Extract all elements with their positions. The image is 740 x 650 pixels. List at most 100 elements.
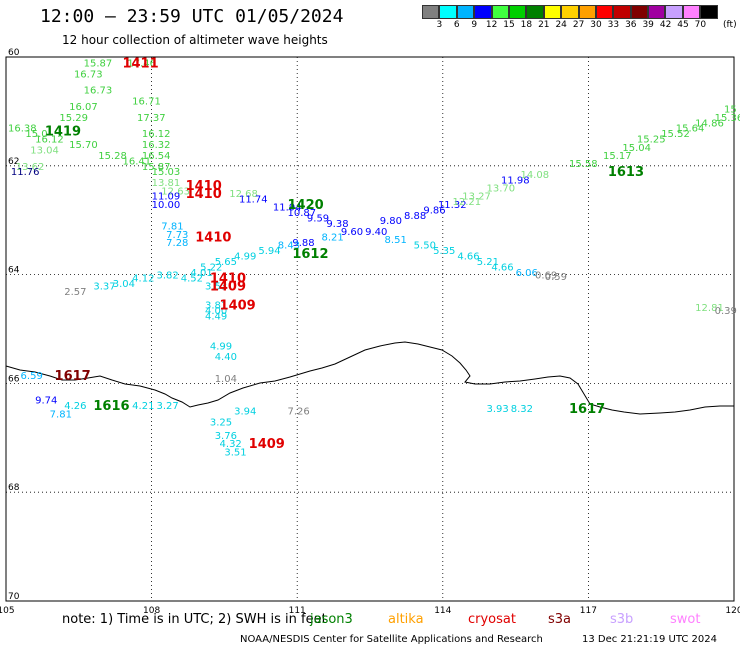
wave-height-value: 15.87 — [142, 162, 171, 173]
wave-height-value: 3.27 — [156, 401, 178, 412]
page-subtitle: 12 hour collection of altimeter wave hei… — [62, 33, 328, 47]
wave-height-value: 0.69 — [535, 271, 557, 282]
satellite-legend-item: swot — [670, 612, 701, 627]
legend-label: 15 — [503, 20, 515, 30]
satellite-legend-item: altika — [388, 612, 424, 627]
wave-height-value: 7.28 — [166, 238, 188, 249]
pass-time-label: 1409 — [249, 437, 285, 452]
wave-height-value: 17.46 — [127, 58, 156, 69]
legend-swatch — [561, 5, 579, 19]
wave-height-value: 8.51 — [385, 235, 407, 246]
wave-height-value: 3.81 — [205, 301, 227, 312]
legend-swatch — [543, 5, 562, 19]
wave-height-value: 10.87 — [287, 208, 316, 219]
wave-height-value: 15.03 — [152, 167, 181, 178]
wave-height-value: 15 — [724, 105, 737, 116]
wave-height-value: 0.59 — [545, 272, 567, 283]
lat-tick-label: 66 — [8, 374, 20, 384]
wave-height-value: 16.07 — [69, 102, 98, 113]
wave-height-value: 13.04 — [30, 145, 59, 156]
lat-lon-grid: 105 108 111 114 117 120 60 62 64 66 68 70 — [0, 48, 740, 616]
lon-tick-label: 120 — [725, 606, 740, 616]
wave-height-value: 5.21 — [477, 257, 499, 268]
legend-label: 9 — [471, 20, 478, 30]
wave-height-value: 15.28 — [98, 151, 127, 162]
wave-height-value: 12.21 — [453, 197, 482, 208]
wave-height-value: 16.71 — [132, 97, 161, 108]
wave-height-value: 11.74 — [239, 194, 268, 205]
legend-swatch — [700, 5, 718, 19]
wave-height-value: 9.86 — [423, 205, 445, 216]
legend-swatch — [526, 5, 544, 19]
lon-tick-label: 111 — [289, 606, 306, 616]
wave-height-value: 4.21 — [132, 401, 154, 412]
wave-height-value: 15.17 — [603, 151, 632, 162]
legend-label: 3 — [436, 20, 443, 30]
legend-label: 24 — [555, 20, 567, 30]
wave-height-value: 5.35 — [433, 246, 455, 257]
wave-height-value: 7.81 — [161, 222, 183, 233]
wave-height-value: 15.36 — [715, 113, 740, 124]
legend-unit: (ft) — [723, 20, 737, 30]
wave-height-value: 14.86 — [695, 118, 724, 129]
lat-tick-label: 62 — [8, 157, 19, 167]
wave-height-value: 13.70 — [486, 184, 515, 195]
satellite-legend-item: cryosat — [468, 612, 516, 627]
wave-height-value: 16.12 — [142, 129, 171, 140]
legend-swatch — [508, 5, 527, 19]
map-frame — [5, 56, 735, 602]
wave-height-value: 3.53 — [205, 281, 227, 292]
legend-label: 36 — [625, 20, 637, 30]
wave-height-value: 4.99 — [234, 252, 256, 263]
lat-tick-label: 70 — [8, 592, 20, 602]
wave-height-value: 9.40 — [365, 227, 387, 238]
legend-label: 70 — [694, 20, 707, 30]
wave-height-value: 15.0 — [25, 129, 47, 140]
wave-height-value: 15.70 — [69, 140, 98, 151]
legend-swatch — [474, 5, 492, 19]
wave-height-value: 7.73 — [166, 230, 188, 241]
lat-tick-label: 68 — [8, 483, 20, 493]
legend-swatch — [682, 5, 701, 19]
legend-swatch — [578, 5, 596, 19]
wave-height-value: 9.60 — [341, 227, 363, 238]
wave-height-value: 16.54 — [142, 151, 171, 162]
wave-height-value: 5.50 — [414, 241, 436, 252]
wave-height-value: 16.41 — [122, 156, 151, 167]
legend-swatch — [613, 5, 631, 19]
pass-time-label: 1613 — [608, 165, 644, 180]
legend-label: 18 — [520, 20, 533, 30]
legend-label: 30 — [590, 20, 602, 30]
wave-height-value: 7.81 — [50, 409, 72, 420]
credit-text: NOAA/NESDIS Center for Satellite Applica… — [240, 634, 543, 645]
legend-swatches — [422, 5, 718, 19]
wave-height-value: 13.62 — [16, 162, 45, 173]
coastline — [5, 341, 734, 415]
wave-height-value: 12.68 — [229, 189, 258, 200]
lon-tick-label: 114 — [434, 606, 451, 616]
pass-time-label: 1419 — [45, 124, 81, 139]
wave-height-value: 11.32 — [438, 200, 467, 211]
pass-time-label: 1409 — [210, 279, 246, 294]
legend-swatch — [595, 5, 614, 19]
wave-height-value: 11.09 — [152, 192, 181, 203]
legend-label: 33 — [607, 20, 620, 30]
wave-height-value: 12.63 — [161, 186, 190, 197]
pass-time-label: 1612 — [292, 247, 328, 262]
page-title: 12:00 — 23:59 UTC 01/05/2024 — [40, 6, 344, 27]
pass-time-label: 1410 — [195, 231, 231, 246]
lat-tick-label: 64 — [8, 266, 20, 276]
wave-height-value: 1.04 — [215, 374, 237, 385]
pass-time-label: 1409 — [220, 299, 256, 314]
lon-tick-label: 108 — [143, 606, 160, 616]
footer-note: note: 1) Time is in UTC; 2) SWH is in fe… — [62, 612, 327, 627]
wave-height-value: 16.38 — [8, 124, 37, 135]
satellite-legend-item: jason3 — [310, 612, 353, 627]
legend-label: 12 — [485, 20, 498, 30]
wave-height-value: 9.59 — [307, 213, 329, 224]
wave-height-value: 4.32 — [220, 439, 242, 450]
wave-height-value: 15.52 — [661, 129, 690, 140]
legend-label: 6 — [453, 20, 460, 30]
